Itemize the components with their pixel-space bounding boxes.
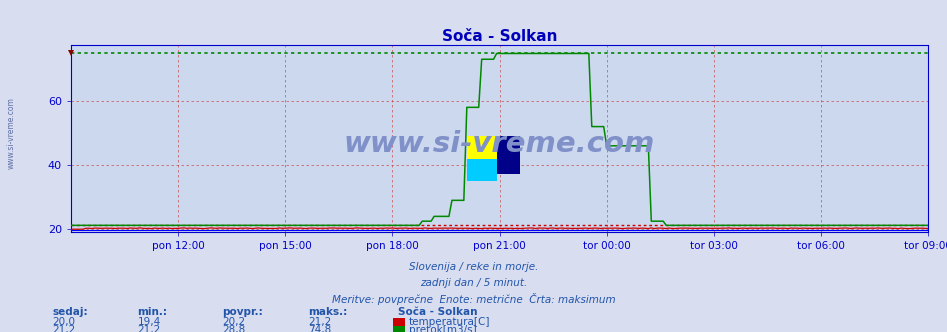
Text: temperatura[C]: temperatura[C] bbox=[409, 317, 491, 327]
Text: 74,8: 74,8 bbox=[308, 325, 331, 332]
Bar bbox=[467, 136, 496, 159]
Text: zadnji dan / 5 minut.: zadnji dan / 5 minut. bbox=[420, 278, 527, 288]
Text: maks.:: maks.: bbox=[308, 307, 347, 317]
Text: 28,8: 28,8 bbox=[223, 325, 246, 332]
Text: Soča - Solkan: Soča - Solkan bbox=[398, 307, 477, 317]
Text: pretok[m3/s]: pretok[m3/s] bbox=[409, 325, 477, 332]
Text: Slovenija / reke in morje.: Slovenija / reke in morje. bbox=[409, 262, 538, 272]
Text: 19,4: 19,4 bbox=[137, 317, 161, 327]
Text: min.:: min.: bbox=[137, 307, 168, 317]
Text: 21,2: 21,2 bbox=[137, 325, 161, 332]
Text: 21,2: 21,2 bbox=[52, 325, 76, 332]
Text: 21,2: 21,2 bbox=[308, 317, 331, 327]
Bar bbox=[496, 136, 520, 174]
Bar bbox=[467, 159, 496, 181]
Text: Meritve: povprečne  Enote: metrične  Črta: maksimum: Meritve: povprečne Enote: metrične Črta:… bbox=[331, 293, 616, 305]
Title: Soča - Solkan: Soča - Solkan bbox=[442, 29, 557, 43]
Text: www.si-vreme.com: www.si-vreme.com bbox=[7, 97, 16, 169]
Text: sedaj:: sedaj: bbox=[52, 307, 88, 317]
Text: 20,0: 20,0 bbox=[52, 317, 75, 327]
Text: www.si-vreme.com: www.si-vreme.com bbox=[344, 130, 655, 158]
Text: povpr.:: povpr.: bbox=[223, 307, 263, 317]
Text: 20,2: 20,2 bbox=[223, 317, 245, 327]
